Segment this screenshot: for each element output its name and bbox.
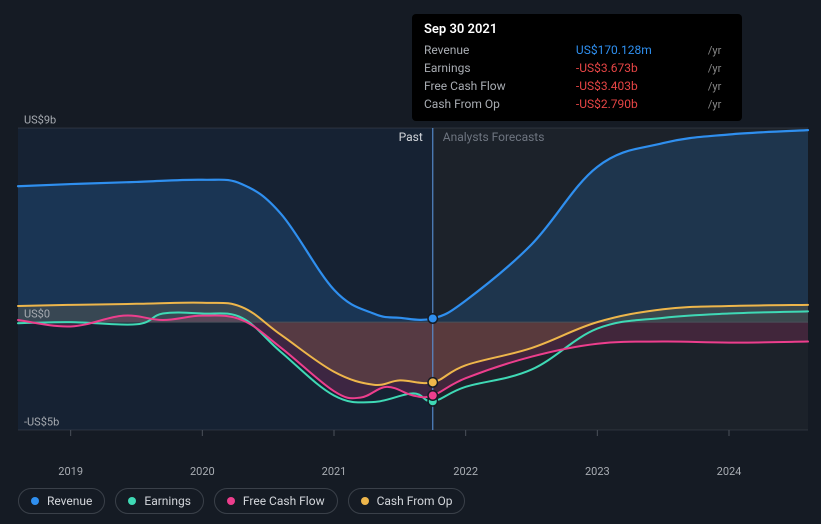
x-axis-label: 2024 bbox=[717, 465, 742, 478]
tooltip-row-label: Cash From Op bbox=[424, 95, 546, 113]
legend-dot-icon bbox=[128, 497, 136, 505]
series-marker-revenue bbox=[429, 314, 437, 322]
tooltip-row: RevenueUS$170.128m/yr bbox=[424, 41, 730, 59]
chart-legend: Revenue Earnings Free Cash Flow Cash From O… bbox=[18, 488, 465, 514]
region-label-forecast: Analysts Forecasts bbox=[443, 130, 545, 144]
y-axis-label: US$9b bbox=[24, 114, 56, 127]
y-axis-label: US$0 bbox=[24, 308, 50, 321]
legend-label: Cash From Op bbox=[377, 494, 453, 508]
chart-svg bbox=[18, 120, 808, 450]
tooltip-row-value: -US$3.403b bbox=[546, 77, 704, 95]
legend-label: Revenue bbox=[47, 494, 92, 508]
y-axis-label: -US$5b bbox=[24, 416, 59, 429]
x-axis-label: 2021 bbox=[322, 465, 347, 478]
tooltip-row-unit: /yr bbox=[704, 59, 730, 77]
tooltip-table: RevenueUS$170.128m/yrEarnings-US$3.673b/… bbox=[424, 41, 730, 113]
tooltip-row-value: US$170.128m bbox=[546, 41, 704, 59]
tooltip-row-label: Free Cash Flow bbox=[424, 77, 546, 95]
legend-dot-icon bbox=[31, 497, 39, 505]
legend-label: Free Cash Flow bbox=[243, 494, 325, 508]
tooltip-row: Cash From Op-US$2.790b/yr bbox=[424, 95, 730, 113]
series-marker-cfo bbox=[429, 378, 437, 386]
legend-item-revenue[interactable]: Revenue bbox=[18, 488, 105, 514]
chart-tooltip: Sep 30 2021 RevenueUS$170.128m/yrEarning… bbox=[412, 14, 742, 121]
tooltip-row: Earnings-US$3.673b/yr bbox=[424, 59, 730, 77]
legend-dot-icon bbox=[361, 497, 369, 505]
tooltip-row-label: Revenue bbox=[424, 41, 546, 59]
legend-item-cfo[interactable]: Cash From Op bbox=[348, 488, 466, 514]
x-axis-label: 2019 bbox=[58, 465, 83, 478]
tooltip-row: Free Cash Flow-US$3.403b/yr bbox=[424, 77, 730, 95]
series-marker-fcf bbox=[429, 391, 437, 399]
x-axis-label: 2023 bbox=[585, 465, 610, 478]
tooltip-row-label: Earnings bbox=[424, 59, 546, 77]
x-axis-label: 2020 bbox=[190, 465, 215, 478]
chart-plot-area: PastAnalysts ForecastsUS$9bUS$0-US$5b201… bbox=[18, 120, 808, 450]
legend-item-fcf[interactable]: Free Cash Flow bbox=[214, 488, 338, 514]
legend-dot-icon bbox=[227, 497, 235, 505]
region-label-past: Past bbox=[399, 130, 423, 144]
x-axis-label: 2022 bbox=[453, 465, 478, 478]
tooltip-row-unit: /yr bbox=[704, 95, 730, 113]
chart-container: Sep 30 2021 RevenueUS$170.128m/yrEarning… bbox=[0, 0, 821, 524]
tooltip-row-unit: /yr bbox=[704, 41, 730, 59]
tooltip-row-unit: /yr bbox=[704, 77, 730, 95]
legend-label: Earnings bbox=[144, 494, 191, 508]
tooltip-date: Sep 30 2021 bbox=[424, 22, 730, 37]
tooltip-row-value: -US$2.790b bbox=[546, 95, 704, 113]
legend-item-earnings[interactable]: Earnings bbox=[115, 488, 204, 514]
tooltip-row-value: -US$3.673b bbox=[546, 59, 704, 77]
